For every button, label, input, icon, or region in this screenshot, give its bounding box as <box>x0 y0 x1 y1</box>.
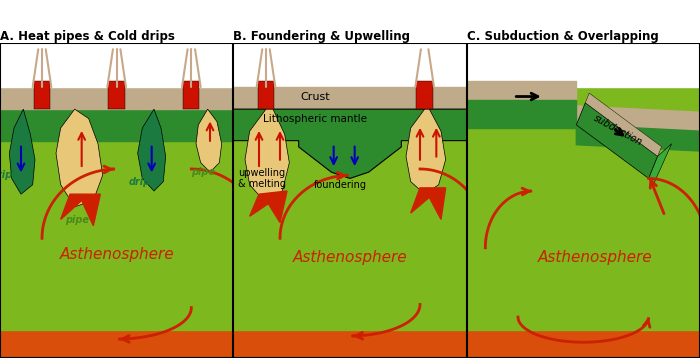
Bar <box>467 330 700 358</box>
Text: foundering: foundering <box>314 180 368 190</box>
Bar <box>233 330 467 358</box>
Bar <box>416 81 433 109</box>
Bar <box>183 81 199 109</box>
Polygon shape <box>245 109 289 200</box>
Bar <box>233 87 467 109</box>
Text: Asthenosphere: Asthenosphere <box>538 250 652 265</box>
Text: subduction: subduction <box>592 113 644 147</box>
Bar <box>467 100 576 128</box>
Bar <box>233 43 467 87</box>
Bar <box>34 81 50 109</box>
Bar <box>233 93 467 330</box>
Bar <box>0 330 233 358</box>
Bar <box>467 43 700 87</box>
Bar <box>0 109 233 141</box>
Text: Asthenosphere: Asthenosphere <box>293 250 407 265</box>
Text: drip: drip <box>0 170 13 180</box>
Polygon shape <box>138 109 166 191</box>
Text: drip: drip <box>128 177 150 187</box>
Polygon shape <box>576 106 700 131</box>
Bar <box>0 87 233 109</box>
Bar <box>258 81 274 109</box>
Bar <box>0 141 233 330</box>
Polygon shape <box>233 109 467 178</box>
Polygon shape <box>9 109 35 194</box>
Polygon shape <box>411 188 446 219</box>
Bar <box>108 81 125 109</box>
Text: C. Subduction & Overlapping: C. Subduction & Overlapping <box>467 30 659 43</box>
Polygon shape <box>576 103 657 178</box>
Text: Asthenosphere: Asthenosphere <box>60 247 174 262</box>
Text: upwelling
& melting: upwelling & melting <box>238 168 286 189</box>
Text: Crust: Crust <box>300 92 330 102</box>
Text: B. Foundering & Upwelling: B. Foundering & Upwelling <box>233 30 410 43</box>
Polygon shape <box>196 109 222 172</box>
Text: pipe: pipe <box>65 214 90 224</box>
Text: Lithospheric mantle: Lithospheric mantle <box>263 113 367 124</box>
Bar <box>0 43 233 87</box>
Bar <box>467 81 576 100</box>
Polygon shape <box>61 194 100 226</box>
Polygon shape <box>250 191 287 223</box>
Text: pipe: pipe <box>191 167 216 177</box>
Bar <box>467 87 700 330</box>
Polygon shape <box>585 93 661 156</box>
Polygon shape <box>576 125 700 151</box>
Text: A. Heat pipes & Cold drips: A. Heat pipes & Cold drips <box>0 30 175 43</box>
Polygon shape <box>56 109 103 207</box>
Polygon shape <box>406 109 446 194</box>
Polygon shape <box>649 144 671 185</box>
